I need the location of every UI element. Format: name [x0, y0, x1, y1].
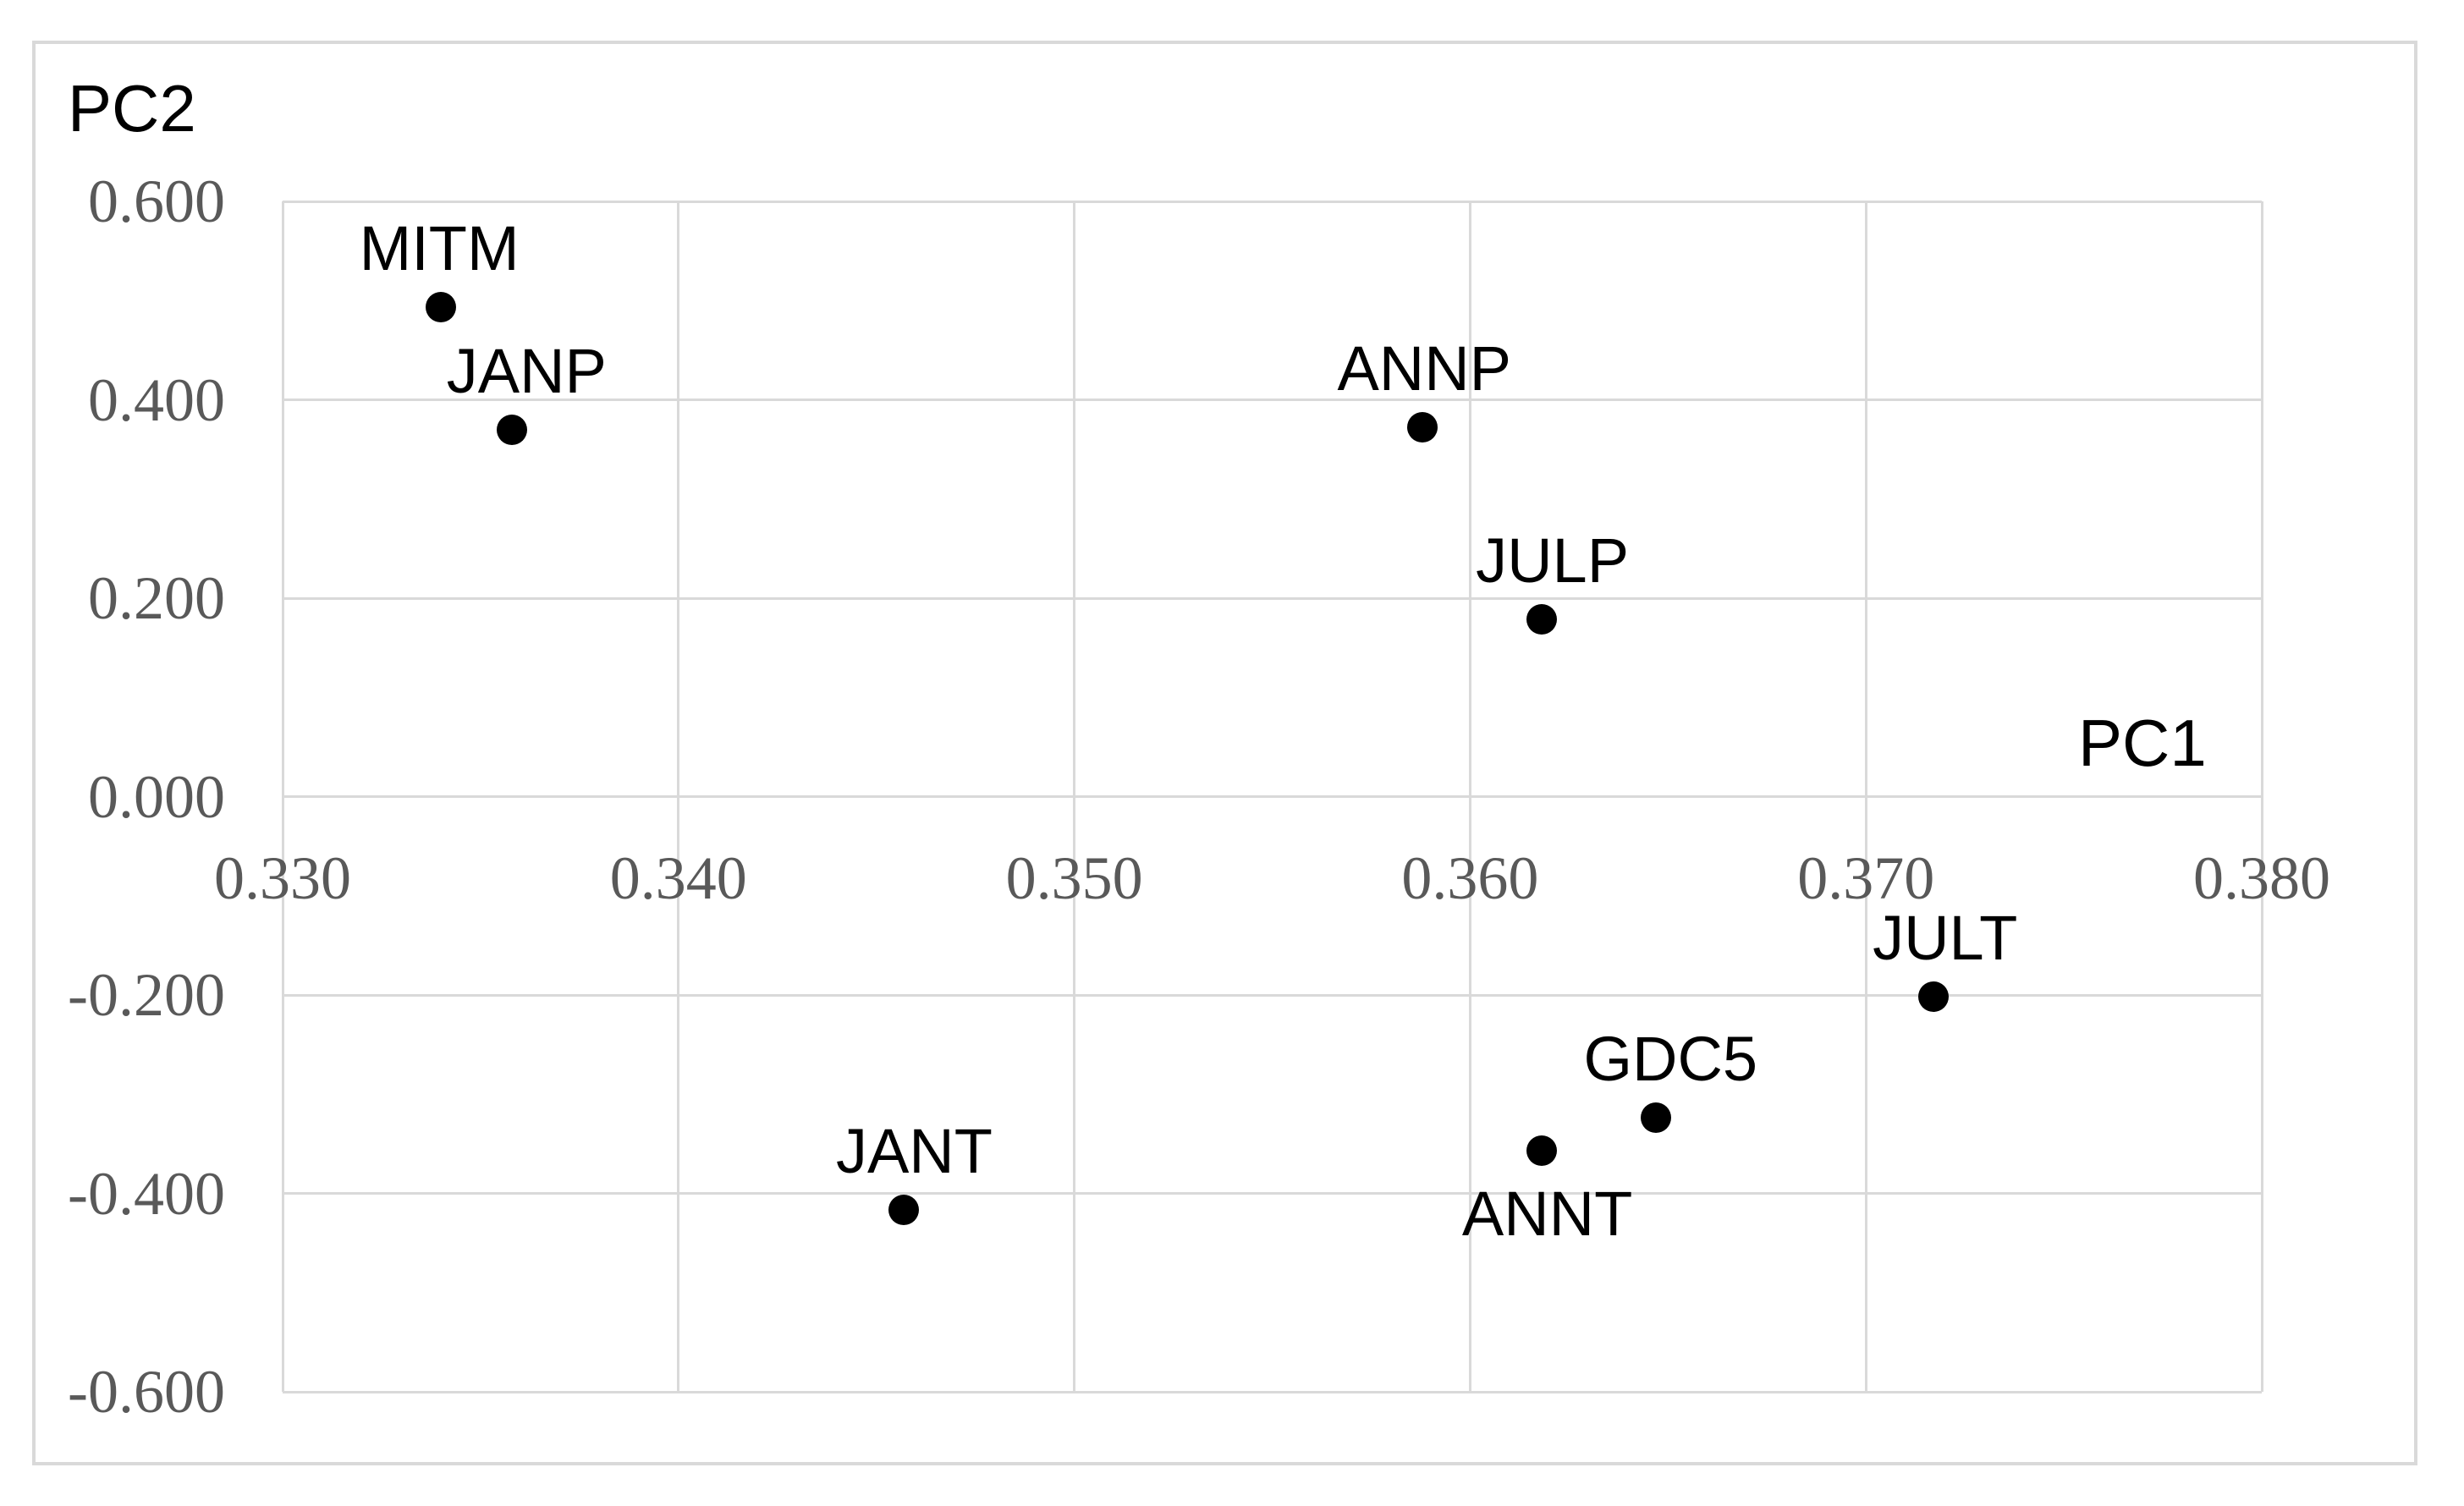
- y-tick-label: 0.200: [88, 564, 225, 632]
- x-tick-label: 0.380: [2193, 844, 2330, 912]
- data-point-julp-label: JULP: [1476, 525, 1630, 596]
- data-point-jant-marker: [888, 1195, 920, 1226]
- y-tick-label: 0.000: [88, 762, 225, 831]
- y-tick-label: -0.600: [68, 1358, 225, 1426]
- horizontal-gridline: [283, 596, 2262, 600]
- plot-area: MITM JANP ANNP JULP JULT GDC5 ANNT JANT: [281, 200, 2263, 1393]
- y-tick-label: -0.400: [68, 1159, 225, 1228]
- chart-outer-border: [32, 41, 2417, 1465]
- y-tick-label: -0.200: [68, 961, 225, 1029]
- y-axis-title: PC2: [68, 71, 196, 146]
- horizontal-gridline: [283, 398, 2262, 401]
- data-point-mitm-label: MITM: [359, 213, 520, 284]
- horizontal-gridline: [283, 795, 2262, 798]
- data-point-jant-label: JANT: [835, 1116, 993, 1187]
- x-tick-label: 0.330: [214, 844, 351, 912]
- x-tick-label: 0.340: [609, 844, 747, 912]
- data-point-annt-label: ANNT: [1461, 1179, 1633, 1250]
- y-tick-label: 0.400: [88, 366, 225, 434]
- x-axis-title: PC1: [2078, 706, 2207, 780]
- x-tick-label: 0.370: [1797, 844, 1935, 912]
- horizontal-gridline: [283, 993, 2262, 997]
- horizontal-gridline: [283, 1390, 2262, 1393]
- horizontal-gridline: [283, 1192, 2262, 1195]
- data-point-annp-label: ANNP: [1337, 333, 1512, 404]
- data-point-jult-label: JULT: [1873, 903, 2018, 974]
- horizontal-gridline: [283, 200, 2262, 203]
- y-tick-label: 0.600: [88, 168, 225, 235]
- x-tick-label: 0.360: [1401, 844, 1539, 912]
- data-point-gdc5-marker: [1641, 1102, 1672, 1134]
- data-point-janp-marker: [497, 414, 528, 445]
- data-point-janp-label: JANP: [446, 335, 607, 406]
- data-point-annp-marker: [1407, 412, 1438, 443]
- data-point-gdc5-label: GDC5: [1583, 1024, 1758, 1095]
- x-tick-label: 0.350: [1005, 844, 1143, 912]
- data-point-jult-marker: [1917, 981, 1949, 1013]
- data-point-annt-marker: [1526, 1135, 1557, 1167]
- vertical-gridline: [2260, 201, 2263, 1392]
- data-point-mitm-marker: [426, 292, 457, 323]
- data-point-julp-marker: [1526, 603, 1557, 635]
